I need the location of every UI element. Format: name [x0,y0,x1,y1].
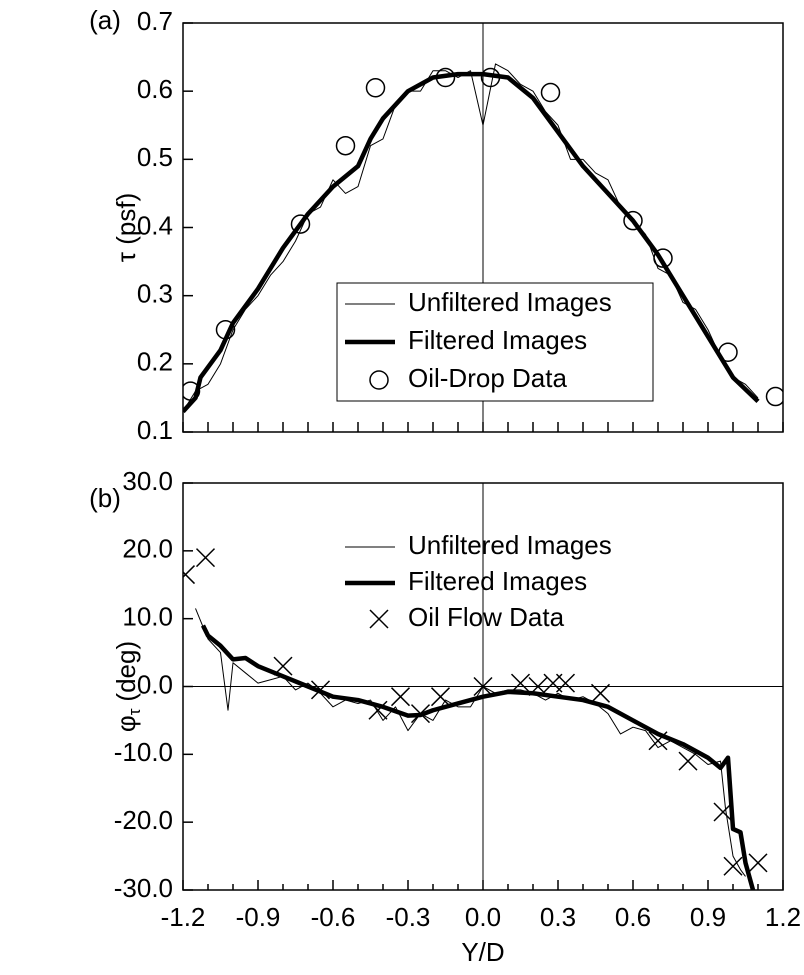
data-line [183,71,760,414]
data-point [390,687,411,707]
legend-label: Oil Flow Data [408,602,565,632]
legend-label: Unfiltered Images [408,530,612,560]
data-point [590,683,611,703]
data-point [653,248,673,268]
x-tick-label: -1.2 [161,902,206,932]
panel-label: (a) [89,5,121,35]
data-point [723,856,743,876]
data-line [195,608,746,877]
data-point [435,67,456,88]
data-point [765,386,783,407]
legend-label: Unfiltered Images [408,287,612,317]
y-tick-label: 20.0 [122,534,173,564]
data-point [678,751,698,771]
data-point [555,673,576,693]
data-point [195,548,216,568]
plot-area [183,63,783,414]
legend-marker [369,609,389,629]
legend-label: Oil-Drop Data [408,363,567,393]
y-tick-label: 30.0 [122,466,173,496]
y-axis-label: φτ (deg) [111,641,145,732]
y-tick-label: -10.0 [114,737,173,767]
data-point [510,673,531,693]
data-point [748,853,768,873]
x-axis-label: Y/D [461,937,504,967]
y-tick-label: 0.6 [137,74,173,104]
x-tick-label: 0.3 [540,902,576,932]
data-point [183,565,196,585]
data-point [718,342,738,362]
data-line [183,63,759,412]
data-line [200,624,756,890]
data-point [273,656,293,676]
data-point [335,135,356,156]
x-tick-label: -0.3 [386,902,431,932]
y-tick-label: -30.0 [114,873,173,903]
data-point [410,704,431,724]
data-point [528,676,548,697]
legend-label: Filtered Images [408,566,587,596]
x-tick-label: 0.0 [465,902,501,932]
data-point [473,676,493,697]
y-axis-label-unit: (deg) [111,641,141,702]
data-point [713,802,733,822]
y-tick-label: -20.0 [114,805,173,835]
y-tick-label: 0.7 [137,6,173,36]
x-tick-label: -0.6 [311,902,356,932]
x-tick-label: 0.6 [615,902,651,932]
plot-area [183,548,768,890]
data-point [648,731,668,751]
data-point [215,320,236,340]
y-tick-label: 0.2 [137,347,173,377]
x-tick-label: 1.2 [765,902,801,932]
data-point [365,78,386,98]
y-tick-label: 0.3 [137,279,173,309]
data-point [540,82,561,103]
y-tick-label: 0.1 [137,415,173,445]
y-tick-label: 0.4 [137,210,173,240]
y-axis-label-main: τ (psf) [111,193,141,263]
legend-marker [369,370,389,390]
data-point [183,381,201,401]
data-point [480,67,501,88]
data-point [623,210,643,231]
y-tick-label: 0.5 [137,142,173,172]
y-tick-label: 10.0 [122,602,173,632]
panel-label: (b) [89,483,121,513]
data-point [290,214,311,234]
x-tick-label: 0.9 [690,902,726,932]
data-point [310,680,331,700]
y-axis-label-main: φ [111,715,141,732]
y-axis-label-subscript: τ [125,708,144,715]
x-tick-label: -0.9 [236,902,281,932]
data-point [430,687,451,707]
y-axis-label: τ (psf) [111,193,141,263]
legend-label: Filtered Images [408,325,587,355]
y-tick-label: 0.0 [137,669,173,699]
data-point [368,700,388,720]
